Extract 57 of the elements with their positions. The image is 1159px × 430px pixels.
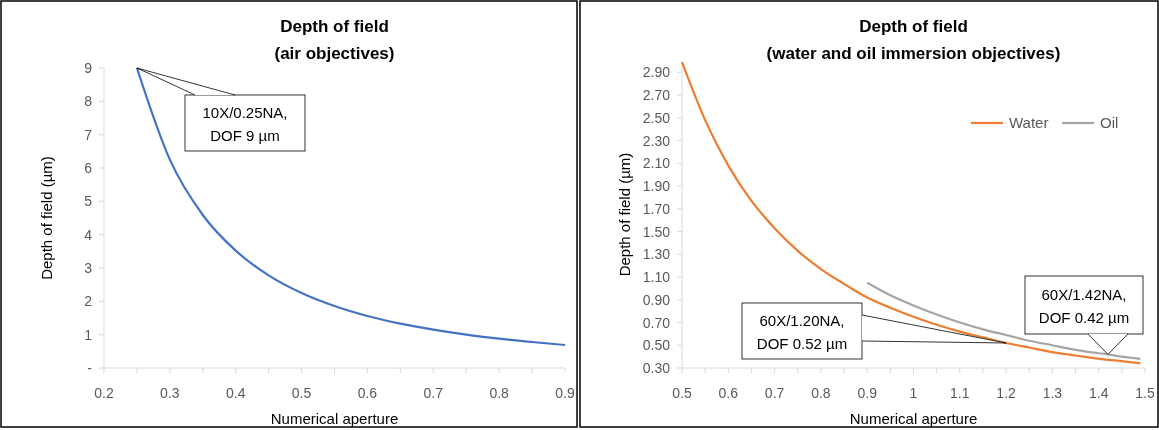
y-tick-label: 4 — [84, 226, 93, 243]
x-tick-label: 0.9 — [857, 385, 878, 401]
x-tick-label: 1.3 — [1042, 385, 1063, 401]
chart-title: Depth of field (air objectives) — [274, 17, 395, 63]
x-tick-label: 1.4 — [1088, 385, 1109, 401]
y-tick-label: 9 — [84, 60, 93, 76]
y-tick-label: 1 — [84, 326, 93, 343]
x-tick-label: 0.4 — [225, 385, 246, 401]
line-series — [866, 281, 1142, 360]
y-tick-label: 2.10 — [642, 155, 671, 172]
y-tick-label: 2.30 — [642, 132, 671, 149]
y-axis-title: Depth of field (µm) — [616, 152, 633, 277]
line-series — [680, 61, 1142, 365]
y-tick-label: - — [87, 360, 93, 376]
x-tick-label: 0.6 — [718, 385, 739, 401]
x-axis-title: Numerical aperture — [270, 410, 399, 427]
x-tick-label: 1.2 — [996, 385, 1017, 401]
x-tick-label: 1 — [909, 385, 918, 401]
y-tick-label: 1.70 — [642, 200, 671, 217]
y-tick-label: 2.90 — [642, 64, 671, 81]
chart-title: Depth of field (water and oil immersion objectives) — [766, 17, 1061, 63]
x-tick-label: 0.9 — [555, 385, 575, 401]
x-axis-title: Numerical aperture — [849, 410, 978, 427]
line-series — [135, 66, 567, 347]
y-tick-label: 6 — [84, 160, 93, 176]
y-tick-label: 3 — [84, 260, 93, 276]
x-tick-label: 0.6 — [357, 385, 378, 401]
annotation: 10X/0.25NA, DOF 9 µm — [202, 103, 288, 144]
x-tick-label: 0.7 — [764, 385, 785, 401]
x-tick-label: 0.5 — [291, 385, 312, 401]
y-axis-title: Depth of field (µm) — [38, 156, 55, 280]
y-tick-label: 2.70 — [642, 87, 671, 104]
annotation: 60X/1.20NA, DOF 0.52 µm — [756, 311, 848, 352]
y-tick-label: 0.30 — [642, 360, 671, 376]
y-tick-label: 1.30 — [642, 246, 671, 263]
y-tick-label: 0.70 — [642, 314, 671, 331]
y-tick-label: 2 — [84, 293, 93, 310]
legend-label: Water — [1009, 114, 1049, 131]
y-tick-label: 8 — [84, 93, 93, 110]
annotation: 60X/1.42NA, DOF 0.42 µm — [1038, 285, 1130, 326]
y-tick-label: 0.90 — [642, 291, 671, 308]
y-tick-label: 2.50 — [642, 109, 671, 126]
y-tick-label: 1.90 — [642, 178, 671, 195]
y-tick-label: 1.10 — [642, 269, 671, 286]
y-tick-label: 0.50 — [642, 337, 671, 354]
x-tick-label: 0.8 — [489, 385, 510, 401]
x-tick-label: 0.3 — [160, 385, 180, 401]
y-tick-label: 5 — [84, 193, 93, 210]
x-tick-label: 0.7 — [423, 385, 444, 401]
x-tick-label: 1.5 — [1135, 385, 1155, 401]
y-tick-label: 1.50 — [642, 223, 671, 240]
x-tick-label: 0.5 — [672, 385, 692, 401]
x-tick-label: 1.1 — [950, 385, 970, 401]
legend-label: Oil — [1100, 114, 1119, 131]
y-tick-label: 7 — [84, 126, 93, 143]
x-tick-label: 0.8 — [811, 385, 831, 401]
x-tick-label: 0.2 — [94, 385, 114, 401]
